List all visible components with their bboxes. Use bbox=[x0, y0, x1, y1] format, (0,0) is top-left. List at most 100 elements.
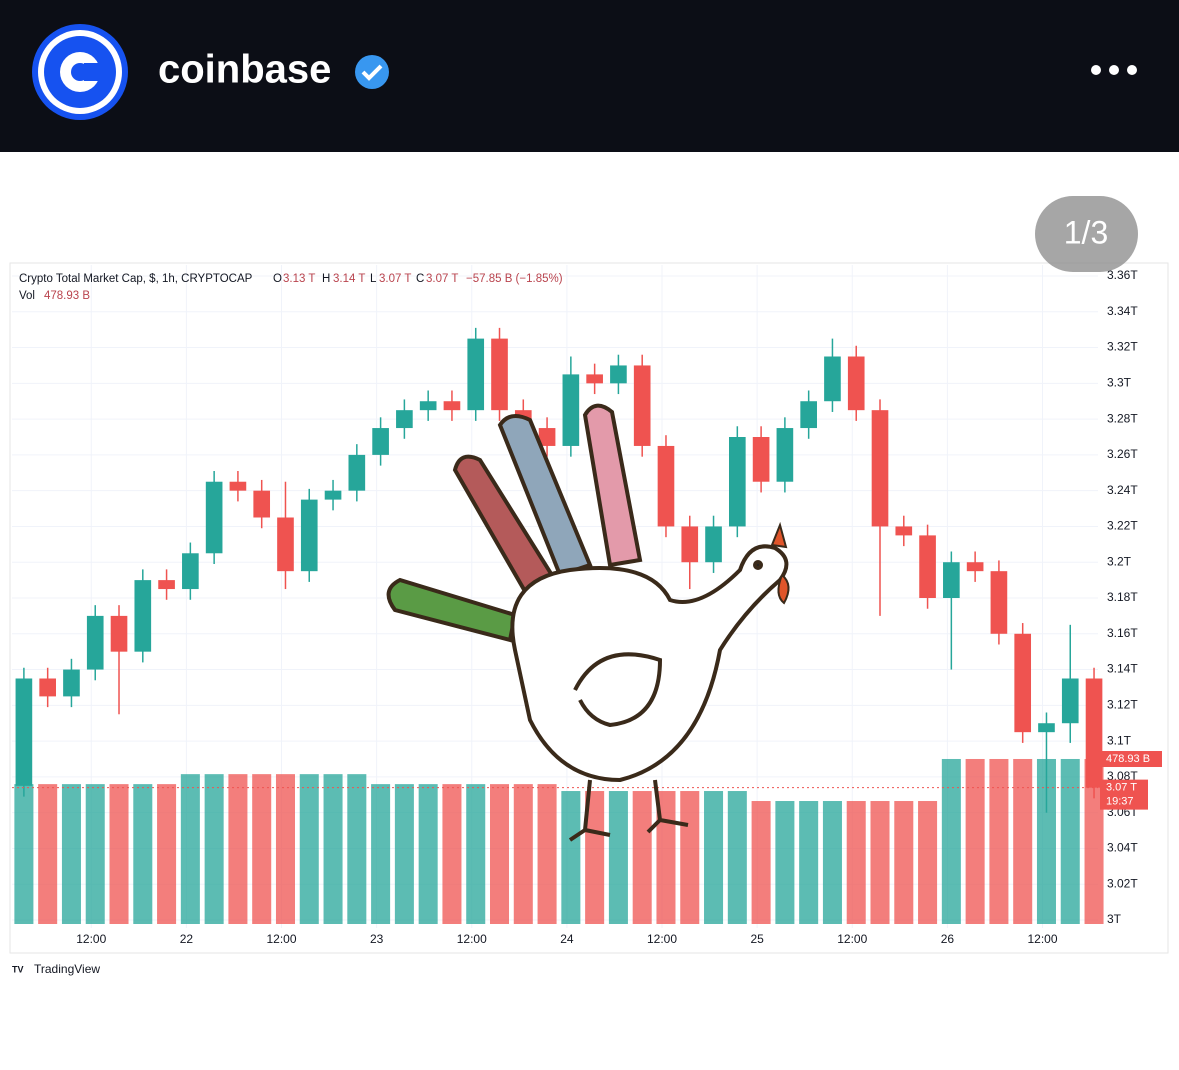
y-tick-label: 3T bbox=[1107, 912, 1122, 926]
candle-body bbox=[39, 678, 56, 697]
low-key: L bbox=[370, 273, 377, 285]
header-bar bbox=[0, 0, 1179, 152]
last-price-label: 3.07 T bbox=[1106, 782, 1137, 794]
y-tick-label: 3.04T bbox=[1107, 841, 1138, 855]
x-tick-label: 12:00 bbox=[837, 932, 867, 946]
volume-price-tag bbox=[1100, 751, 1162, 768]
y-tick-label: 3.32T bbox=[1107, 340, 1138, 354]
candle-body bbox=[871, 410, 889, 527]
candle-body bbox=[681, 526, 699, 563]
y-tick-label: 3.34T bbox=[1107, 304, 1138, 318]
x-tick-label: 23 bbox=[370, 932, 384, 946]
volume-bar bbox=[561, 791, 581, 924]
x-tick-label: 25 bbox=[750, 932, 764, 946]
volume-bar bbox=[14, 784, 34, 924]
volume-bar bbox=[394, 784, 414, 924]
volume-bar bbox=[513, 784, 533, 924]
countdown: 19:37 bbox=[1106, 796, 1134, 808]
close-key: C bbox=[416, 273, 424, 285]
volume-bar bbox=[727, 791, 747, 924]
candle-body bbox=[705, 526, 722, 563]
avatar[interactable] bbox=[32, 24, 128, 120]
volume-bar bbox=[918, 801, 938, 924]
username[interactable]: coinbase bbox=[158, 48, 331, 92]
candle-body bbox=[300, 499, 318, 572]
volume-bar bbox=[1013, 758, 1033, 924]
volume-bar bbox=[870, 801, 890, 924]
volume-bar bbox=[38, 784, 58, 924]
candle-body bbox=[776, 428, 794, 482]
volume-bar bbox=[680, 791, 700, 924]
candle-body bbox=[895, 526, 913, 536]
candle-body bbox=[1061, 678, 1079, 724]
y-tick-label: 3.22T bbox=[1107, 519, 1138, 533]
candle-body bbox=[182, 553, 199, 590]
candle-body bbox=[824, 356, 841, 402]
more-menu[interactable] bbox=[1091, 65, 1137, 75]
candle-body bbox=[943, 562, 960, 598]
x-tick-label: 12:00 bbox=[457, 932, 487, 946]
volume-bar bbox=[846, 801, 866, 924]
candle-body bbox=[586, 374, 603, 384]
candle-body bbox=[277, 517, 294, 572]
volume-bar bbox=[775, 801, 795, 924]
y-tick-label: 3.16T bbox=[1107, 626, 1138, 640]
page-indicator-pill bbox=[1035, 196, 1138, 272]
brand: TradingView bbox=[34, 962, 100, 976]
volume-bar bbox=[822, 801, 842, 924]
volume-bar bbox=[466, 784, 486, 924]
turkey-drawing bbox=[386, 403, 790, 842]
candle-body bbox=[63, 669, 80, 697]
volume-bar bbox=[1036, 758, 1056, 924]
page-indicator: 1/3 bbox=[1064, 214, 1108, 250]
high-value: 3.14 T bbox=[333, 273, 365, 285]
volume-bar bbox=[965, 758, 985, 924]
open-key: O bbox=[273, 273, 282, 285]
candle-body bbox=[396, 410, 413, 429]
change: −57.85 B (−1.85%) bbox=[466, 273, 563, 285]
candle-body bbox=[229, 481, 247, 491]
volume-bar bbox=[537, 784, 557, 924]
volume-bar bbox=[704, 791, 724, 924]
volume-bar bbox=[109, 784, 129, 924]
candle-body bbox=[372, 428, 389, 455]
volume-bar bbox=[204, 774, 224, 924]
last-price-tag bbox=[1100, 779, 1148, 810]
x-tick-label: 12:00 bbox=[76, 932, 106, 946]
volume-bar bbox=[61, 784, 81, 924]
volume-bar bbox=[442, 784, 462, 924]
close-value: 3.07 T bbox=[426, 273, 458, 285]
x-tick-label: 24 bbox=[560, 932, 574, 946]
y-tick-label: 3.14T bbox=[1107, 662, 1138, 676]
x-tick-label: 12:00 bbox=[1027, 932, 1057, 946]
x-tick-label: 12:00 bbox=[267, 932, 297, 946]
x-tick-label: 12:00 bbox=[647, 932, 677, 946]
y-tick-label: 3.26T bbox=[1107, 447, 1138, 461]
y-tick-label: 3.12T bbox=[1107, 698, 1138, 712]
volume-bar bbox=[1060, 758, 1080, 924]
candle-body bbox=[205, 481, 223, 554]
chart-title: Crypto Total Market Cap, $, 1h, CRYPTOCA… bbox=[19, 273, 253, 285]
volume-bar bbox=[894, 801, 914, 924]
y-tick-label: 3.2T bbox=[1107, 554, 1132, 568]
y-tick-label: 3.18T bbox=[1107, 590, 1138, 604]
volume-bar bbox=[371, 784, 391, 924]
volume-bar bbox=[608, 791, 628, 924]
x-tick-label: 26 bbox=[941, 932, 955, 946]
candle-body bbox=[86, 615, 104, 670]
volume-bar bbox=[347, 774, 367, 924]
tradingview-logo: TV bbox=[12, 964, 24, 974]
volume-bar bbox=[85, 784, 105, 924]
candle-body bbox=[348, 454, 366, 491]
volume-bar bbox=[1084, 759, 1104, 924]
volume-bar bbox=[656, 791, 676, 924]
volume-bar bbox=[275, 774, 295, 924]
candle-body bbox=[800, 401, 817, 429]
volume-bar bbox=[989, 758, 1009, 924]
volume-bar bbox=[180, 774, 200, 924]
candle-body bbox=[847, 356, 865, 411]
open-value: 3.13 T bbox=[283, 273, 315, 285]
candle-body bbox=[324, 490, 342, 500]
volume-bar bbox=[941, 758, 961, 924]
